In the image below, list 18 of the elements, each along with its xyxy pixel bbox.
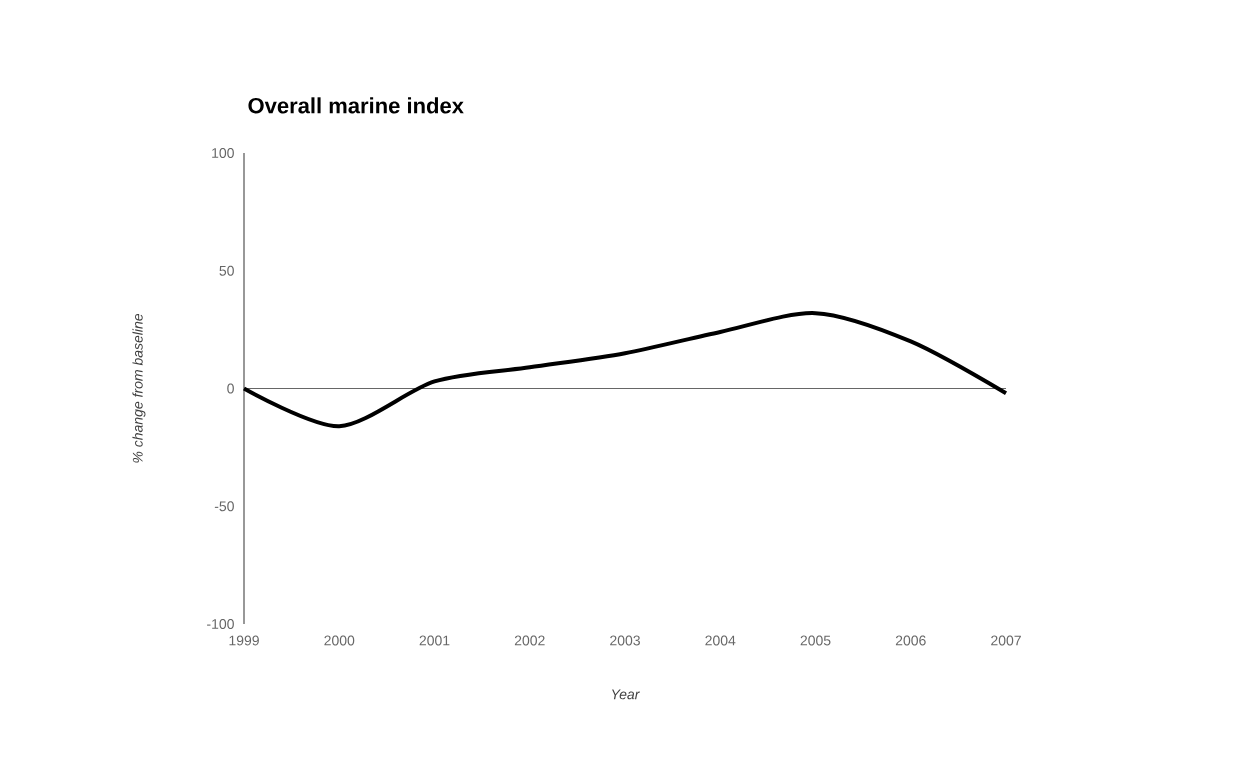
y-axis-title: % change from baseline [132,313,146,463]
x-tick-label: 2003 [610,635,640,646]
x-tick-label: 2001 [419,635,450,646]
x-tick-label: 2002 [514,635,545,646]
y-tick-label: -50 [214,501,234,512]
x-tick-label: 2004 [705,635,736,646]
x-axis-title: Year [612,689,640,700]
y-tick-label: 100 [212,148,234,158]
line-series [242,311,1009,429]
x-tick-label: 2006 [895,635,926,646]
y-tick-label: 0 [227,383,234,394]
chart-title: Overall marine index [248,97,464,114]
x-tick-label: 2007 [991,635,1021,646]
x-tick-label: 2000 [324,635,355,646]
x-tick-label: 1999 [229,635,259,646]
x-tick-label: 2005 [800,635,831,646]
y-tick-label: 50 [219,265,234,276]
y-tick-label: -100 [207,619,234,629]
